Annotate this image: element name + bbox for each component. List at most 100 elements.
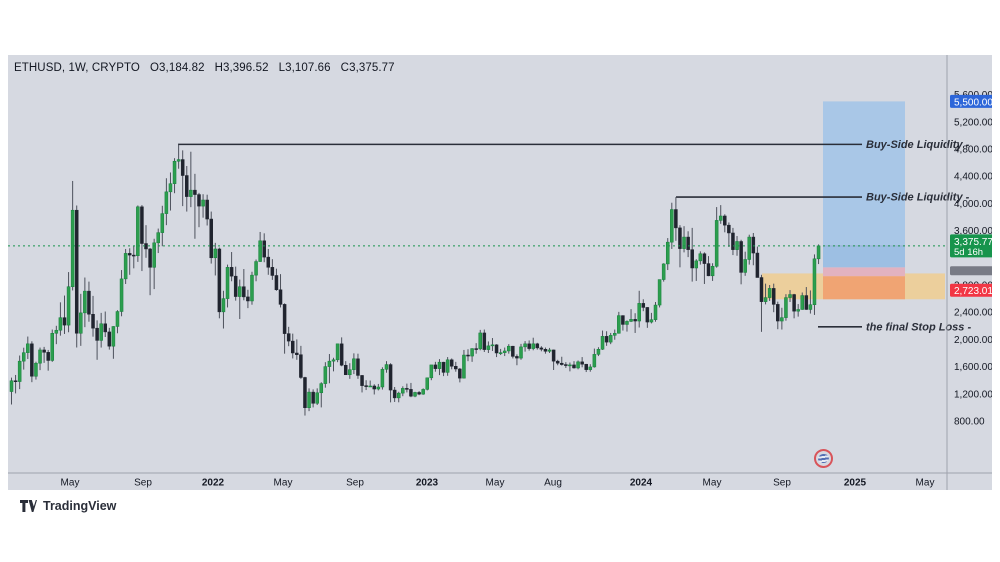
candle-up (54, 329, 59, 334)
risk-zone-pink[interactable] (823, 267, 905, 277)
candle-up (588, 366, 593, 370)
candle-up (384, 364, 389, 370)
candle-down (621, 315, 625, 325)
candle-down (74, 209, 79, 334)
candle-down (364, 385, 368, 387)
annotation-text-1[interactable]: Buy-Side Liquidity - (866, 192, 970, 204)
annotation-text-0[interactable]: Buy-Side Liquidity - (866, 139, 970, 151)
price-tick-label: 800.00 (954, 417, 985, 428)
candle-up (335, 343, 340, 361)
candle-up (9, 380, 14, 392)
price-tick-label: 1,600.00 (954, 362, 992, 373)
candle-down (690, 249, 694, 269)
candle-up (368, 385, 372, 388)
candle-down (449, 359, 454, 367)
candle-down (270, 267, 275, 276)
candle-down (282, 304, 287, 334)
target-zone-blue[interactable] (823, 101, 905, 246)
attribution[interactable]: TradingView (20, 499, 116, 513)
candle-up (812, 258, 817, 305)
tradingview-chart-widget[interactable]: ETHUSD, 1W, CRYPTO O3,184.82 H3,396.52 L3,1… (8, 55, 992, 490)
candle-up (788, 294, 792, 298)
candle-up (718, 215, 723, 221)
candle-up (189, 189, 193, 197)
candle-down (274, 275, 279, 291)
candle-down (527, 343, 531, 349)
candle-up (225, 267, 230, 299)
candle-up (221, 298, 226, 313)
candle-down (286, 333, 291, 342)
candle-down (107, 331, 112, 347)
candle-up (152, 242, 156, 268)
risk-zone-orange[interactable] (823, 276, 905, 300)
price-label-level-red[interactable] (950, 283, 992, 297)
candle-up (682, 236, 686, 249)
candle-down (278, 289, 283, 305)
candle-down (392, 389, 397, 399)
candle-up (490, 344, 495, 347)
candle-up (617, 315, 621, 334)
candle-down (645, 307, 650, 323)
candle-up (99, 323, 103, 341)
candle-up (396, 392, 401, 399)
candle-down (140, 206, 144, 244)
candle-up (523, 343, 527, 348)
candle-up (21, 352, 26, 362)
candle-down (678, 227, 682, 249)
candle-up (531, 343, 535, 349)
candle-down (759, 277, 764, 302)
candle-down (674, 209, 678, 229)
candle-down (511, 345, 515, 357)
candle-up (714, 220, 719, 267)
candle-down (356, 358, 360, 376)
candle-up (176, 159, 181, 162)
open-value: 3,184.82 (159, 62, 205, 74)
candle-up (352, 358, 356, 370)
candle-up (119, 278, 124, 312)
candle-up (307, 391, 311, 408)
high-value: 3,396.52 (223, 62, 269, 74)
candle-up (568, 364, 572, 367)
price-label-countdown: 5d 16h (954, 247, 983, 258)
candle-down (482, 332, 487, 350)
candle-down (739, 241, 743, 273)
candle-down (405, 388, 409, 390)
candle-up (816, 245, 821, 260)
candle-up (115, 311, 120, 327)
time-tick-label: Sep (134, 478, 152, 489)
candle-up (136, 206, 140, 257)
candle-up (111, 326, 116, 347)
candle-up (462, 354, 466, 379)
time-tick-label: Aug (544, 478, 562, 489)
candle-up (17, 360, 22, 382)
entry-zone-blue[interactable] (823, 245, 905, 268)
candle-up (38, 349, 42, 364)
symbol-ohlc-row[interactable]: ETHUSD, 1W, CRYPTO O3,184.82 H3,396.52 L3,1… (14, 62, 395, 74)
candle-up (596, 349, 601, 355)
candle-down (180, 159, 185, 176)
symbol-title[interactable]: ETHUSD, 1W, CRYPTO (14, 62, 140, 74)
candle-down (217, 248, 222, 313)
candle-down (13, 380, 18, 382)
candle-down (751, 236, 756, 254)
price-label-level-blue[interactable] (950, 94, 992, 108)
candlestick-chart[interactable]: Buy-Side Liquidity - Buy-Side Liquidity -… (8, 55, 992, 490)
candle-up (470, 348, 474, 357)
price-tick-label: 2,000.00 (954, 335, 992, 346)
candle-up (637, 303, 641, 322)
candle-down (343, 364, 348, 376)
high-label: H (214, 62, 224, 74)
candle-down (494, 344, 499, 354)
candle-up (250, 274, 254, 302)
candle-down (148, 248, 152, 268)
candle-down (205, 199, 209, 220)
candle-down (706, 263, 711, 277)
candle-up (625, 321, 629, 325)
candle-up (258, 240, 262, 262)
close-label: C (340, 62, 350, 74)
candle-down (295, 352, 299, 355)
candle-down (515, 356, 519, 359)
candle-up (698, 253, 703, 262)
time-tick-label: Sep (773, 478, 791, 489)
annotation-text-2[interactable]: the final Stop Loss - (866, 321, 971, 333)
